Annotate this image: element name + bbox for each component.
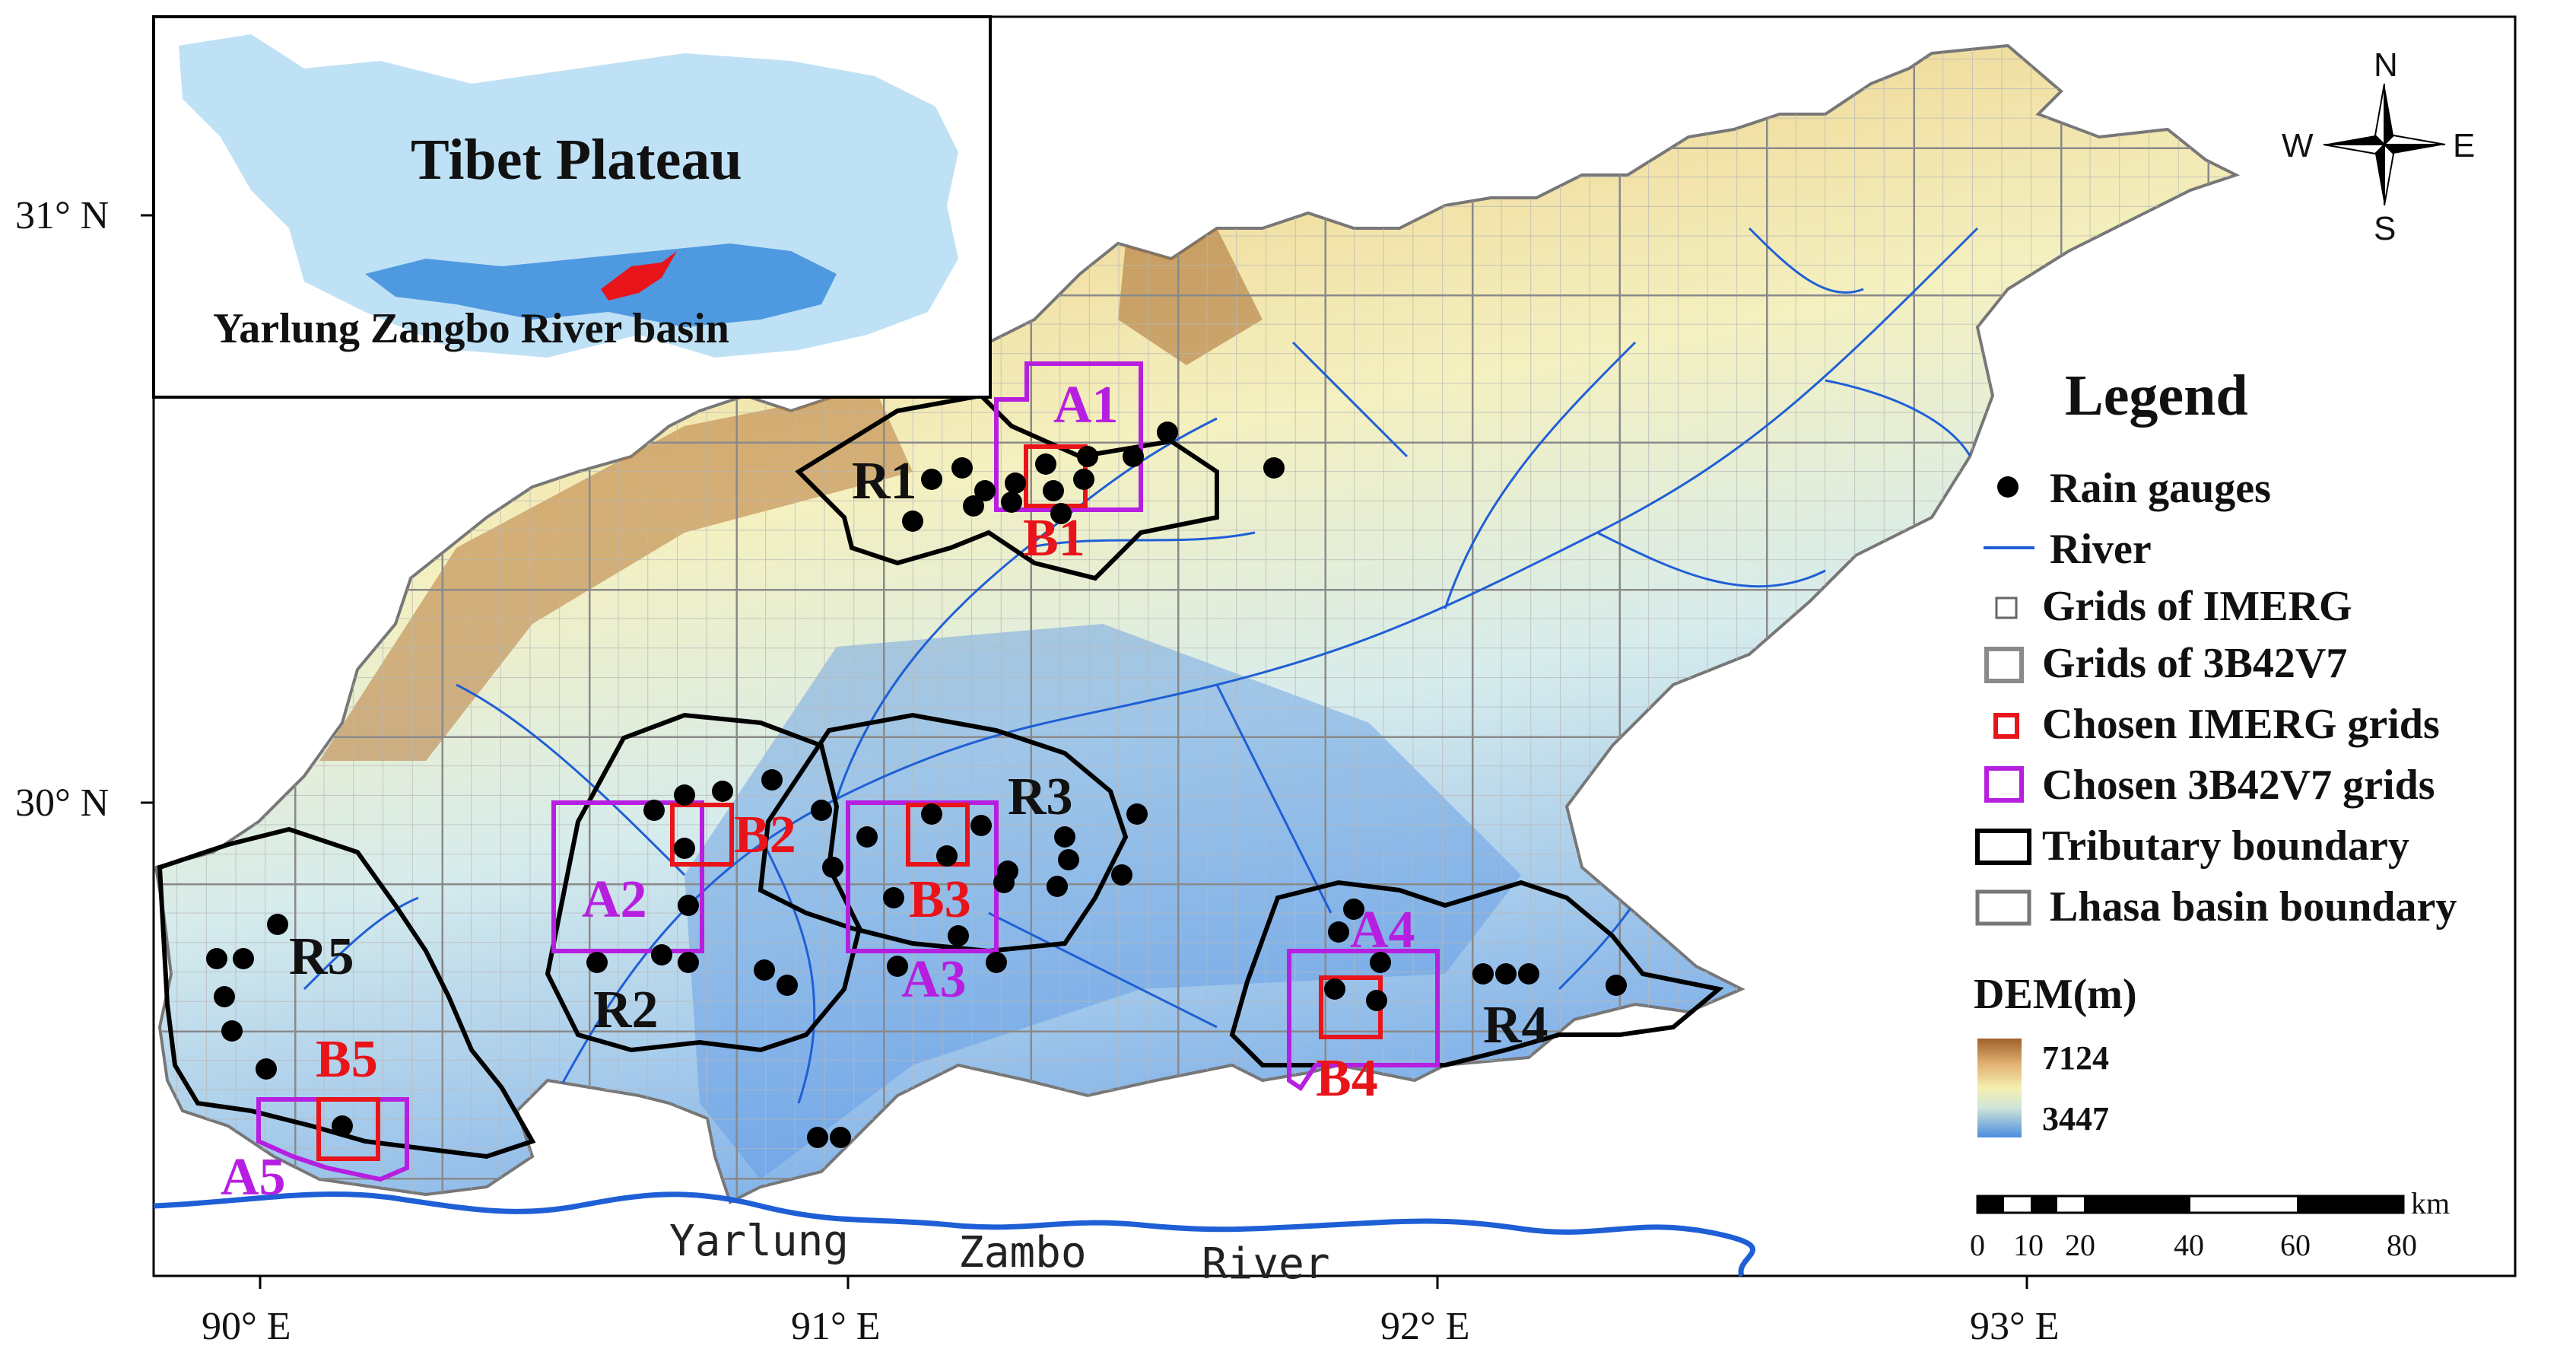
dem-max-label: 7124 (2042, 1039, 2109, 1077)
north-arrow-icon: N S E W (2282, 46, 2475, 247)
label-a2: A2 (582, 870, 647, 929)
legend-title: Legend (2065, 364, 2248, 428)
label-r4: R4 (1483, 996, 1548, 1055)
chosen-imerg-b2 (670, 803, 734, 867)
scale-tick-10: 10 (2013, 1228, 2044, 1262)
tributary-r4 (1229, 880, 1724, 1067)
dem-min-label: 3447 (2042, 1100, 2109, 1137)
legend-imerg-grids: Grids of IMERG (2042, 583, 2352, 630)
legend-chosen-3b42-icon (1984, 766, 2024, 803)
lon-label-90: 90° E (202, 1305, 291, 1348)
label-a3: A3 (901, 950, 967, 1009)
rain-gauges (206, 422, 1627, 1148)
label-b3: B3 (909, 870, 971, 929)
legend-tributary-icon (1975, 829, 2031, 865)
scale-tick-80: 80 (2387, 1228, 2417, 1262)
legend-imerg-grid-icon (1995, 596, 2018, 619)
yarlung-basin-shape (365, 243, 837, 327)
legend-chosen-imerg: Chosen IMERG grids (2042, 701, 2440, 748)
label-b1: B1 (1023, 509, 1085, 568)
label-b4: B4 (1316, 1049, 1378, 1108)
compass-e: E (2453, 127, 2475, 164)
lat-label-30: 30° N (15, 781, 109, 825)
lat-label-31: 31° N (15, 194, 109, 237)
label-b2: B2 (734, 806, 796, 864)
label-b5: B5 (316, 1030, 378, 1089)
legend-rain-gauges: Rain gauges (2050, 465, 2271, 512)
scale-unit: km (2411, 1186, 2450, 1220)
axis-ticks (141, 214, 2028, 1289)
river-label-3: River (1202, 1239, 1330, 1289)
legend-3b42-grid-icon (1984, 647, 2024, 683)
scale-tick-0: 0 (1970, 1228, 1985, 1262)
label-r2: R2 (593, 981, 659, 1039)
inset-title: Tibet Plateau (411, 128, 742, 192)
yarlung-zangbo-river (153, 1191, 1755, 1277)
tributary-r1 (795, 393, 1219, 581)
dem-title: DEM(m) (1974, 971, 2137, 1018)
scale-tick-20: 20 (2065, 1228, 2095, 1262)
lon-label-93: 93° E (1970, 1305, 2060, 1348)
lon-label-91: 91° E (791, 1305, 881, 1348)
compass-w: W (2282, 127, 2314, 164)
legend-tributary: Tributary boundary (2042, 822, 2409, 870)
tributary-r5 (157, 826, 536, 1160)
legend-chosen-imerg-icon (1993, 713, 2019, 739)
lhasa-basin-inset (601, 251, 677, 301)
legend-lhasa-boundary: Lhasa basin boundary (2050, 883, 2457, 930)
river-label-2: Zambo (958, 1228, 1087, 1277)
chosen-3b42-a5 (256, 1097, 409, 1182)
chosen-3b42-a4 (1287, 949, 1440, 1092)
label-r3: R3 (1008, 768, 1073, 826)
legend-chosen-3b42: Chosen 3B42V7 grids (2042, 762, 2435, 809)
chosen-imerg-b5 (316, 1097, 380, 1161)
chosen-3b42-a2 (551, 800, 704, 953)
dem-colorbar (1977, 1039, 2022, 1137)
label-a1: A1 (1053, 376, 1119, 434)
tributary-r3 (758, 712, 1129, 954)
legend-3b42-grids: Grids of 3B42V7 (2042, 640, 2347, 687)
compass-n: N (2374, 46, 2398, 84)
inset-subtitle: Yarlung Zangbo River basin (213, 305, 729, 352)
chosen-3b42-a1 (994, 361, 1143, 512)
scale-bar: km 0 10 20 40 60 80 (1970, 1186, 2450, 1262)
river-label-1: Yarlung (669, 1217, 849, 1266)
scale-tick-60: 60 (2280, 1228, 2311, 1262)
label-r1: R1 (852, 452, 917, 511)
label-a5: A5 (221, 1148, 286, 1207)
inset-map: Tibet Plateau Yarlung Zangbo River basin (152, 15, 992, 399)
map-frame (152, 15, 2517, 1277)
legend-river: River (2050, 526, 2152, 573)
chosen-imerg-b3 (906, 803, 970, 867)
legend-lhasa-icon (1975, 889, 2031, 926)
legend: Legend Rain gauges River Grids of IMERG … (1970, 364, 2457, 1262)
scale-tick-40: 40 (2174, 1228, 2204, 1262)
label-a4: A4 (1350, 901, 1415, 959)
label-r5: R5 (289, 927, 354, 986)
legend-rain-gauge-icon (1997, 476, 2019, 498)
compass-s: S (2374, 210, 2396, 247)
lon-label-92: 92° E (1380, 1305, 1470, 1348)
